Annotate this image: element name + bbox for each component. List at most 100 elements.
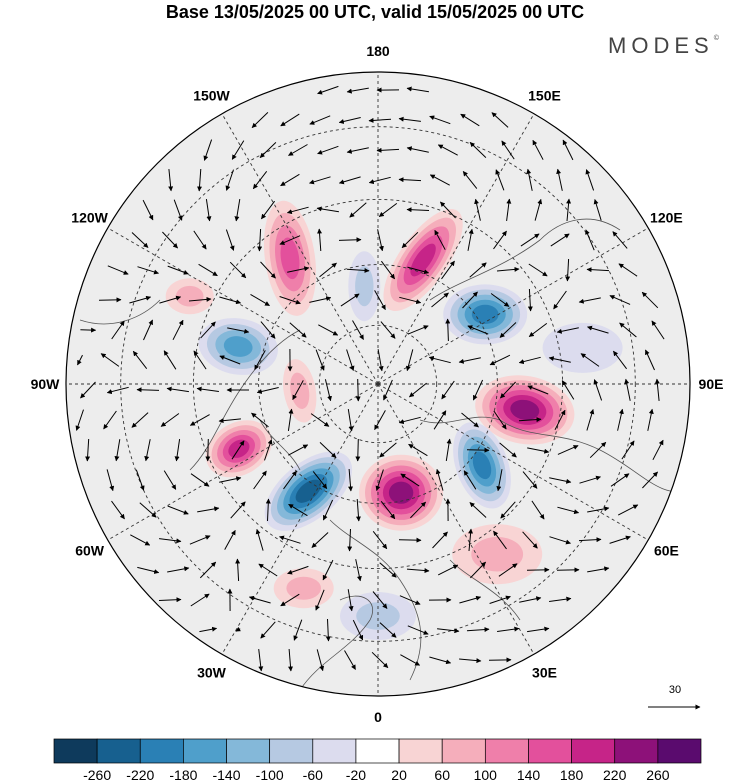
wind-arrow [352,619,364,641]
wind-arrow [288,648,294,672]
latitude-circle [120,126,636,642]
wind-arrow [293,619,303,641]
wind-arrow [317,228,323,252]
colorbar-swatch-7 [355,738,400,764]
wind-arrow [318,324,339,336]
wind-arrow [288,144,308,156]
wind-arrow [610,473,630,487]
wind-arrow [346,349,355,371]
wind-arrow [111,320,125,340]
wind-arrow [400,473,420,487]
wind-arrow [163,470,177,490]
wind-arrow [519,596,542,603]
anomaly-contour [472,451,492,480]
wind-arrow [586,267,610,273]
map-boundary [65,71,691,697]
wind-arrow [103,410,117,430]
anomaly-contour [356,602,400,630]
wind-arrow [641,291,659,309]
longitude-label-10: 120W [71,210,108,226]
wind-arrow [316,649,325,672]
colorbar-tick-5: -60 [303,767,323,783]
wind-arrow [499,322,517,338]
wind-arrow [159,538,182,544]
wind-arrow [526,567,550,573]
wind-arrow [355,498,361,522]
wind-arrow [256,387,279,394]
wind-arrow [143,319,153,341]
wind-arrow [429,115,451,125]
wind-arrow [593,379,603,401]
wind-arrow [371,651,389,669]
anomaly-centre-4 [359,454,444,531]
wind-arrow [562,139,574,161]
wind-arrow [553,290,567,310]
colorbar-swatch-4 [226,738,271,764]
anomaly-contour [388,481,414,504]
wind-arrow [647,408,654,431]
wind-arrow [174,439,181,462]
wind-arrow [374,410,386,431]
wind-arrow [406,146,429,153]
wind-arrow [398,416,421,425]
wind-arrow [410,501,426,519]
longitude-label-3: 90E [699,376,724,392]
wind-arrow [259,142,277,158]
wind-arrow [160,413,180,427]
wind-arrow [227,327,250,334]
wind-arrow [135,469,145,491]
brand-mark: © [713,35,719,42]
wind-arrow [493,410,507,430]
wind-arrow [618,263,638,277]
colorbar-tick-2: -180 [169,767,197,783]
wind-arrow [197,506,220,513]
wind-arrow [578,297,601,304]
wind-arrow [518,417,542,423]
wind-arrow [250,293,270,307]
wind-arrow [189,535,211,545]
wind-arrow [198,263,218,277]
wind-arrow [77,354,83,366]
wind-arrow [461,412,479,428]
colorbar-swatch-3 [183,738,227,764]
wind-arrow [496,266,520,272]
wind-arrow [218,418,241,424]
wind-arrow [431,292,449,308]
wind-arrow [190,473,210,487]
wind-arrow [550,233,570,247]
wind-arrow [347,409,354,432]
wind-arrow [279,296,301,305]
wind-arrow [310,413,330,427]
wind-arrow [651,320,665,340]
wind-arrow [265,498,271,522]
wind-arrow [612,231,628,249]
wind-arrow [322,499,334,521]
wind-arrow [132,350,148,370]
meridian-line [377,383,649,541]
wind-arrow [199,626,218,633]
anomaly-centre-9 [348,251,381,322]
wind-arrow [579,475,601,484]
wind-arrow [288,503,308,517]
wind-arrow [137,566,160,574]
meridian-line [107,227,379,385]
wind-arrow [229,261,247,279]
wind-arrow [287,408,294,431]
wind-arrow [654,378,660,401]
wind-arrow [561,380,575,400]
wind-arrow [319,442,337,458]
wind-arrow [435,468,444,491]
wind-arrow [144,439,151,462]
longitude-label-4: 60E [654,543,679,559]
wind-arrow [466,627,490,633]
wind-arrow [372,530,388,550]
wind-arrow [407,325,429,335]
wind-arrow [469,502,487,518]
wind-arrow [315,349,325,371]
wind-arrow [188,296,212,302]
wind-arrow [348,468,354,492]
anomaly-centre-1 [443,284,528,345]
wind-arrow [565,258,571,282]
wind-arrow [98,297,122,303]
wind-arrow [203,139,213,161]
